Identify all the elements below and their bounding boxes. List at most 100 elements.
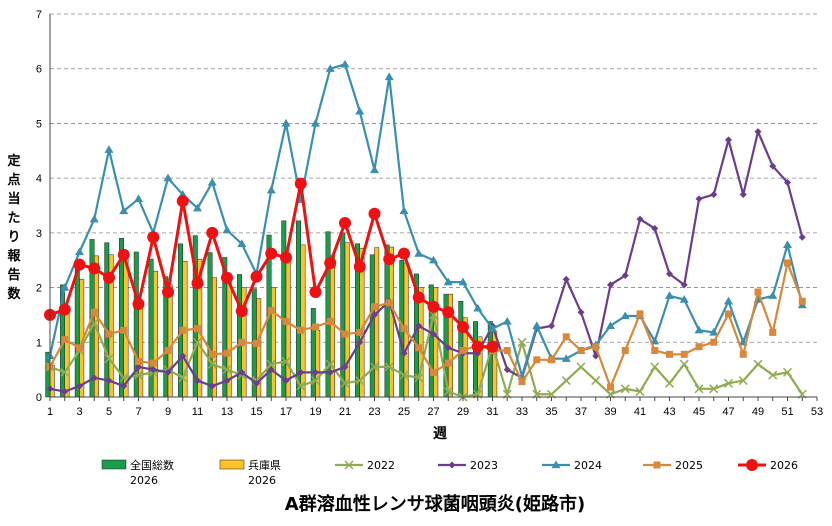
y-tick-label: 2 — [36, 283, 42, 295]
point-2025 — [253, 339, 260, 347]
legend-item-全国総数-2026: 全国総数 2026 — [101, 458, 174, 487]
point-2024 — [694, 325, 704, 334]
y-tick-label: 3 — [36, 228, 42, 240]
point-2023 — [725, 136, 732, 144]
point-2023 — [430, 330, 437, 338]
point-2025 — [769, 328, 777, 336]
point-2023 — [341, 363, 349, 371]
point-2025 — [577, 346, 585, 354]
legend-marker — [746, 459, 758, 471]
point-2024 — [104, 145, 114, 153]
point-2024 — [340, 59, 350, 68]
y-tick-label: 6 — [36, 64, 42, 76]
point-2023 — [76, 382, 83, 390]
legend-swatch — [219, 459, 245, 470]
x-tick-label: 9 — [165, 406, 171, 418]
point-2026 — [486, 340, 499, 353]
point-2025 — [430, 368, 437, 376]
point-2022 — [635, 386, 645, 397]
point-2022 — [723, 378, 734, 388]
point-2022 — [222, 365, 232, 375]
x-tick-label: 23 — [368, 406, 380, 418]
x-tick-label: 47 — [722, 406, 734, 418]
y-tick-label: 1 — [36, 337, 42, 349]
y-axis-label-char: た — [7, 211, 20, 226]
point-2023 — [312, 368, 319, 376]
point-2024 — [207, 178, 217, 186]
point-2026 — [324, 256, 337, 269]
point-2026 — [427, 300, 440, 313]
point-2025 — [798, 297, 806, 305]
point-2024 — [429, 255, 438, 264]
point-2022 — [694, 384, 704, 394]
x-tick-label: 49 — [752, 406, 764, 418]
point-2022 — [281, 356, 291, 366]
bar-national — [104, 242, 110, 398]
point-2022 — [340, 378, 350, 388]
point-2026 — [309, 285, 322, 298]
x-tick-label: 13 — [221, 406, 233, 418]
x-tick-label: 41 — [634, 406, 646, 418]
line-series-2024 — [48, 63, 804, 378]
legend-item-2025: 2025 — [643, 459, 703, 472]
point-2022 — [428, 310, 439, 320]
point-2023 — [208, 382, 216, 390]
point-2024 — [75, 247, 84, 256]
point-2024 — [620, 311, 630, 320]
legend-item-2023: 2023 — [438, 459, 498, 472]
point-2025 — [61, 336, 69, 344]
point-2025 — [149, 359, 157, 367]
x-tick-label: 15 — [250, 406, 262, 418]
point-2025 — [444, 359, 452, 367]
point-2025 — [164, 346, 172, 354]
point-2026 — [132, 297, 145, 310]
point-2024 — [665, 291, 674, 299]
point-2024 — [768, 291, 778, 299]
point-2025 — [784, 259, 791, 267]
point-2023 — [666, 270, 673, 278]
x-tick-label: 37 — [575, 406, 587, 418]
point-2025 — [238, 338, 246, 346]
point-2022 — [178, 373, 188, 383]
point-2025 — [739, 350, 747, 358]
point-2023 — [356, 338, 364, 346]
point-2022 — [620, 384, 630, 394]
point-2023 — [179, 352, 187, 360]
point-2026 — [117, 248, 130, 261]
point-2024 — [414, 249, 424, 257]
point-2026 — [235, 305, 248, 318]
point-2025 — [267, 307, 275, 315]
legend-label: 2025 — [675, 459, 703, 472]
point-2023 — [238, 368, 246, 376]
point-2026 — [162, 285, 174, 298]
point-2025 — [179, 326, 187, 334]
x-tick-label: 19 — [309, 406, 321, 418]
point-2022 — [576, 362, 586, 372]
legend-label: 2023 — [470, 459, 498, 472]
bar-hyogo — [285, 259, 291, 398]
point-2026 — [471, 340, 484, 353]
point-2023 — [680, 281, 688, 289]
point-2023 — [135, 363, 142, 371]
grid — [50, 13, 817, 343]
bar-hyogo — [271, 287, 276, 398]
x-tick-label: 51 — [781, 406, 793, 418]
point-2026 — [412, 291, 425, 304]
point-2024 — [561, 354, 571, 362]
point-2026 — [294, 177, 307, 190]
bar-national — [384, 244, 390, 398]
y-tick-label: 7 — [36, 9, 42, 21]
line-series-2023 — [49, 130, 804, 393]
point-2026 — [442, 306, 455, 319]
point-2026 — [88, 262, 101, 275]
point-2024 — [222, 225, 232, 234]
point-2022 — [443, 386, 453, 397]
point-2026 — [250, 270, 263, 283]
point-2024 — [679, 295, 689, 303]
point-2025 — [371, 303, 378, 311]
point-2025 — [400, 325, 408, 333]
legend-label: 2026 — [770, 459, 798, 472]
point-2024 — [237, 239, 247, 247]
x-tick-label: 53 — [811, 406, 823, 418]
